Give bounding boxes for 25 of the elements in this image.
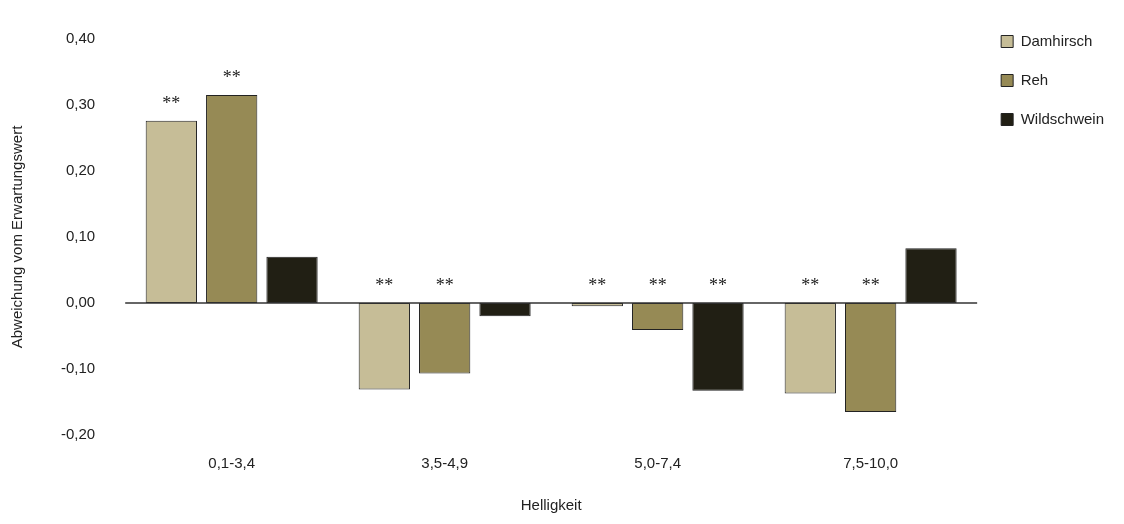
data-label: **	[222, 66, 241, 87]
x-tick-label: 5,0-7,4	[634, 454, 682, 472]
y-axis-title: Abweichung vom Erwartungswert	[8, 124, 26, 349]
y-tick-label: 0,40	[65, 29, 96, 47]
data-label: **	[435, 274, 454, 295]
data-label: **	[588, 274, 607, 295]
y-tick-label: 0,20	[65, 161, 96, 179]
data-label: **	[162, 92, 181, 113]
data-label: **	[648, 274, 667, 295]
legend-label: Damhirsch	[1020, 31, 1093, 49]
data-label: **	[375, 274, 394, 295]
y-tick-label: -0,20	[60, 425, 96, 443]
legend-label: Wildschwein	[1020, 109, 1104, 127]
x-tick-label: 3,5-4,9	[421, 454, 469, 472]
data-label: **	[801, 274, 820, 295]
y-tick-label: -0,10	[60, 359, 96, 377]
y-tick-label: 0,10	[65, 227, 96, 245]
y-tick-label: 0,30	[65, 95, 96, 113]
x-tick-label: 0,1-3,4	[208, 454, 256, 472]
legend-label: Reh	[1020, 70, 1049, 88]
y-tick-label: 0,00	[65, 293, 96, 311]
x-tick-label: 7,5-10,0	[843, 454, 899, 472]
x-axis-title: Helligkeit	[520, 496, 583, 514]
data-label: **	[709, 274, 728, 295]
data-label: **	[861, 274, 880, 295]
